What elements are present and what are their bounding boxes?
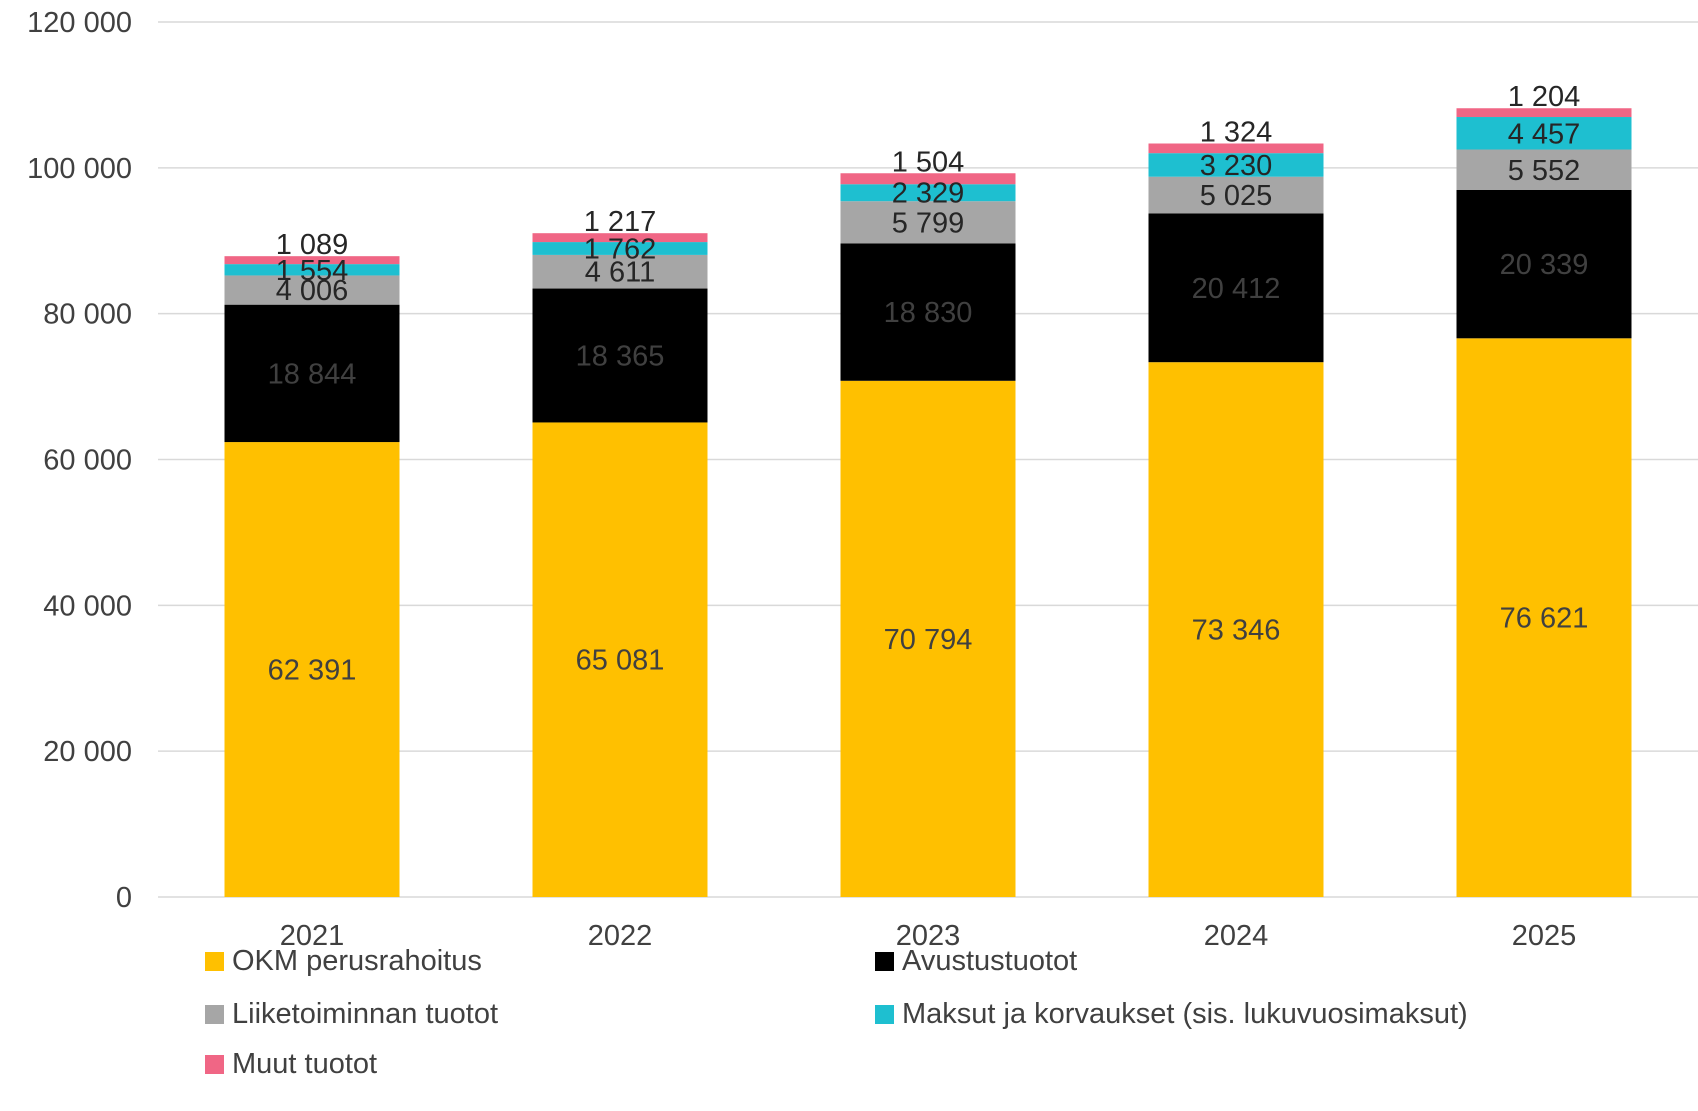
data-label: 1 762 — [584, 233, 657, 265]
bar-segment — [532, 254, 708, 289]
bar-segment — [532, 242, 708, 255]
bar-segment — [224, 304, 400, 443]
data-label: 5 799 — [892, 207, 965, 239]
x-tick-label: 2025 — [1512, 920, 1577, 952]
bar-segment — [532, 233, 708, 243]
legend-swatch — [875, 952, 894, 971]
bar-segment — [1456, 338, 1632, 898]
legend-label: Avustustuotot — [902, 945, 1078, 977]
y-tick-label: 100 000 — [27, 153, 132, 185]
data-label: 1 204 — [1508, 81, 1581, 113]
bar-segment — [224, 256, 400, 265]
data-label: 20 339 — [1500, 249, 1589, 281]
bar-segment — [1456, 149, 1632, 190]
bar-segment — [840, 243, 1016, 381]
bar-segment — [1148, 153, 1324, 177]
data-label: 4 611 — [585, 257, 655, 289]
bar-segment — [840, 380, 1016, 897]
legend-swatch — [875, 1005, 894, 1024]
data-label: 73 346 — [1192, 615, 1281, 647]
bar-segment — [224, 275, 400, 305]
legend-label: OKM perusrahoitus — [232, 945, 482, 977]
bar-segment — [1148, 143, 1324, 154]
legend-item: Muut tuotot — [205, 1048, 377, 1081]
legend-item: Avustustuotot — [875, 945, 1077, 978]
x-tick-label: 2024 — [1204, 920, 1269, 952]
data-label: 70 794 — [884, 624, 973, 656]
y-tick-label: 20 000 — [43, 736, 132, 768]
data-label: 1 089 — [276, 229, 349, 261]
data-label: 18 830 — [884, 297, 973, 329]
bar-segment — [532, 422, 708, 897]
bar-segment — [840, 201, 1016, 244]
data-label: 65 081 — [576, 645, 665, 677]
bars — [224, 108, 1632, 898]
bar-segment — [1456, 190, 1632, 339]
legend-item: Maksut ja korvaukset (sis. lukuvuosimaks… — [875, 998, 1468, 1031]
data-label: 2 329 — [892, 178, 965, 210]
y-tick-label: 40 000 — [43, 590, 132, 622]
y-tick-label: 120 000 — [27, 7, 132, 39]
legend-swatch — [205, 1055, 224, 1074]
x-axis: 2021 2022 2023 2024 2025 — [280, 920, 1577, 952]
x-tick-label: 2021 — [280, 920, 345, 952]
data-label: 18 844 — [268, 358, 357, 390]
bar-segment — [224, 264, 400, 276]
data-label: 4 457 — [1508, 118, 1581, 150]
data-label: 18 365 — [576, 340, 665, 372]
data-label: 1 324 — [1200, 117, 1273, 149]
bar-segment — [1148, 213, 1324, 363]
bar-segment — [532, 288, 708, 423]
bar-segment — [1148, 176, 1324, 214]
bar-segment — [840, 173, 1016, 185]
legend-item: OKM perusrahoitus — [205, 945, 482, 978]
legend-swatch — [205, 1005, 224, 1024]
y-tick-label: 80 000 — [43, 299, 132, 331]
data-label: 76 621 — [1500, 603, 1589, 635]
bar-segment — [224, 442, 400, 897]
data-label: 3 230 — [1200, 150, 1273, 182]
data-label: 62 391 — [268, 655, 357, 687]
data-label: 5 025 — [1200, 180, 1273, 212]
legend-swatch — [205, 952, 224, 971]
data-label: 20 412 — [1192, 273, 1281, 305]
y-tick-label: 0 — [116, 882, 132, 914]
data-label: 4 006 — [276, 275, 349, 307]
legend-label: Muut tuotot — [232, 1048, 378, 1080]
y-tick-label: 60 000 — [43, 445, 132, 477]
data-label: 5 552 — [1508, 155, 1581, 187]
legend-label: Liiketoiminnan tuotot — [232, 998, 498, 1030]
x-tick-label: 2023 — [896, 920, 961, 952]
bar-segment — [1456, 108, 1632, 118]
legend-item: Liiketoiminnan tuotot — [205, 998, 498, 1031]
bar-segment — [1148, 362, 1324, 897]
legend-label: Maksut ja korvaukset (sis. lukuvuosimaks… — [902, 998, 1468, 1030]
data-label: 1 554 — [276, 255, 349, 287]
y-axis: 0 20 000 40 000 60 000 80 000 100 000 120 000 — [27, 7, 132, 914]
bar-segment — [1456, 117, 1632, 150]
x-tick-label: 2022 — [588, 920, 653, 952]
data-label: 1 504 — [892, 146, 965, 178]
bar-segment — [840, 184, 1016, 202]
data-label: 1 217 — [584, 206, 657, 238]
